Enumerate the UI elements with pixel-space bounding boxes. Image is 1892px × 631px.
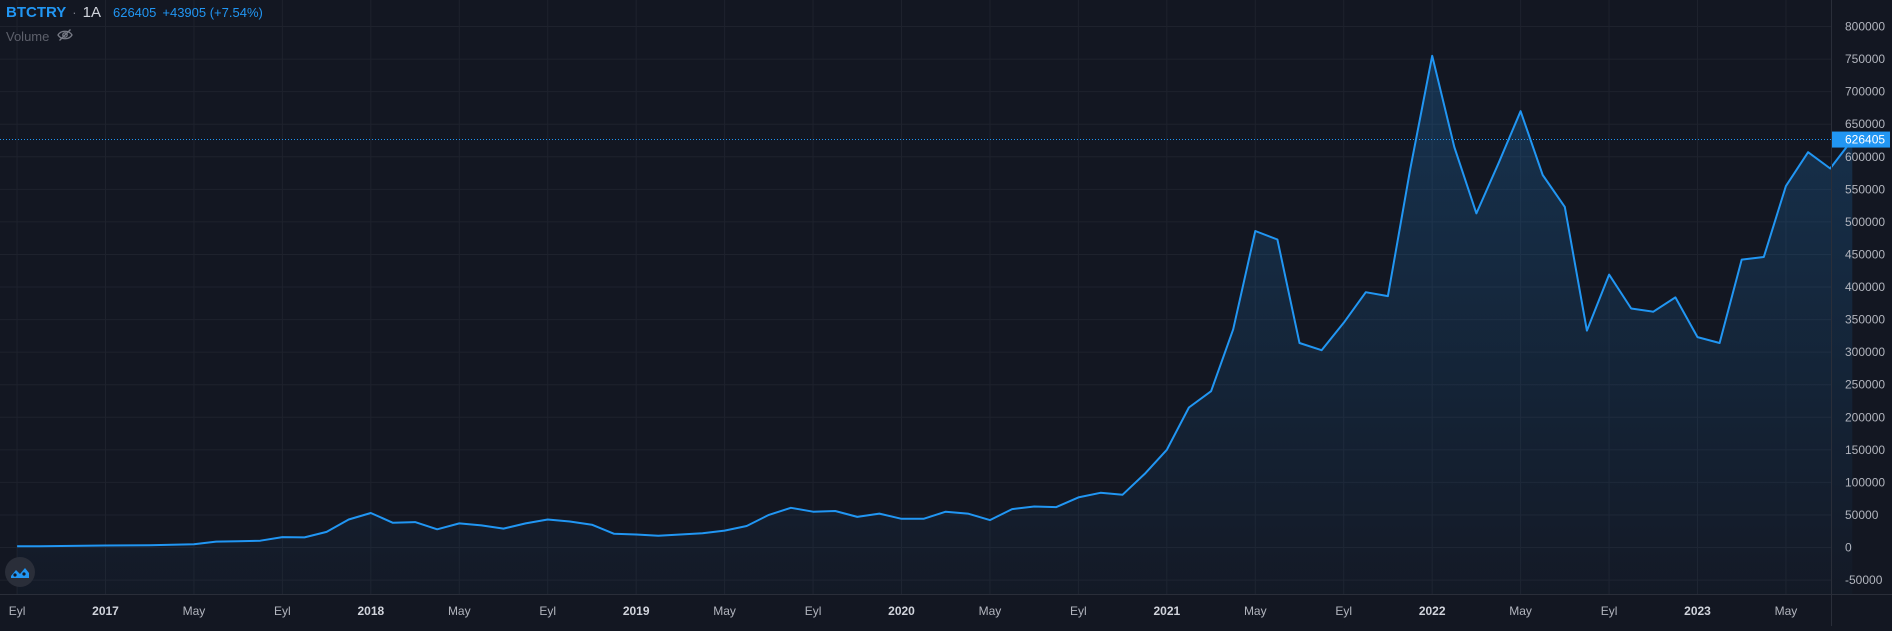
x-tick-label: 2020 — [888, 604, 915, 618]
y-tick-label: 600000 — [1845, 150, 1885, 164]
x-tick-label: May — [979, 604, 1002, 618]
x-tick-label: May — [1244, 604, 1267, 618]
y-tick-label: -50000 — [1845, 573, 1883, 587]
x-tick-label: 2018 — [357, 604, 384, 618]
x-tick-label: 2017 — [92, 604, 119, 618]
y-tick-label: 700000 — [1845, 85, 1885, 99]
volume-indicator-row[interactable]: Volume — [6, 28, 74, 45]
x-tick-label: Eyl — [9, 604, 26, 618]
symbol-label[interactable]: BTCTRY — [6, 4, 67, 21]
y-tick-label: 200000 — [1845, 410, 1885, 424]
y-tick-label: 800000 — [1845, 20, 1885, 34]
price-area-fill — [17, 55, 1853, 595]
interval-label[interactable]: 1A — [82, 4, 101, 21]
price-line[interactable] — [17, 54, 1854, 548]
x-tick-label: Eyl — [274, 604, 291, 618]
x-tick-label: May — [1775, 604, 1798, 618]
x-tick-label: May — [183, 604, 206, 618]
y-tick-label: 0 — [1845, 541, 1852, 555]
y-tick-label: 250000 — [1845, 378, 1885, 392]
x-tick-label: May — [1509, 604, 1532, 618]
y-tick-label: 350000 — [1845, 313, 1885, 327]
x-tick-label: May — [448, 604, 471, 618]
x-tick-label: May — [713, 604, 736, 618]
x-tick-label: Eyl — [539, 604, 556, 618]
y-tick-label: 300000 — [1845, 345, 1885, 359]
y-tick-label: 450000 — [1845, 247, 1885, 261]
x-tick-label: Eyl — [1601, 604, 1618, 618]
legend-separator: · — [72, 5, 77, 20]
x-tick-label: Eyl — [1070, 604, 1087, 618]
y-tick-label: 650000 — [1845, 117, 1885, 131]
last-price-tag — [1832, 131, 1890, 148]
last-price-tag-label: 626405 — [1845, 133, 1885, 147]
y-tick-label: 400000 — [1845, 280, 1885, 294]
price-change-value: +43905 (+7.54%) — [162, 5, 263, 20]
chart-legend[interactable]: BTCTRY · 1A 626405 +43905 (+7.54%) — [6, 4, 263, 21]
x-tick-label: 2023 — [1684, 604, 1711, 618]
tradingview-logo-icon[interactable] — [5, 557, 35, 587]
y-tick-label: 550000 — [1845, 182, 1885, 196]
eye-off-icon[interactable] — [57, 28, 74, 45]
volume-label: Volume — [6, 29, 50, 44]
x-tick-label: 2022 — [1419, 604, 1446, 618]
x-tick-label: Eyl — [1335, 604, 1352, 618]
y-tick-label: 100000 — [1845, 475, 1885, 489]
x-tick-label: 2021 — [1153, 604, 1180, 618]
y-tick-label: 500000 — [1845, 215, 1885, 229]
x-tick-label: Eyl — [805, 604, 822, 618]
x-tick-label: 2019 — [623, 604, 650, 618]
y-tick-label: 750000 — [1845, 52, 1885, 66]
last-price-value: 626405 — [112, 5, 157, 20]
y-tick-label: 150000 — [1845, 443, 1885, 457]
y-tick-label: 50000 — [1845, 508, 1879, 522]
